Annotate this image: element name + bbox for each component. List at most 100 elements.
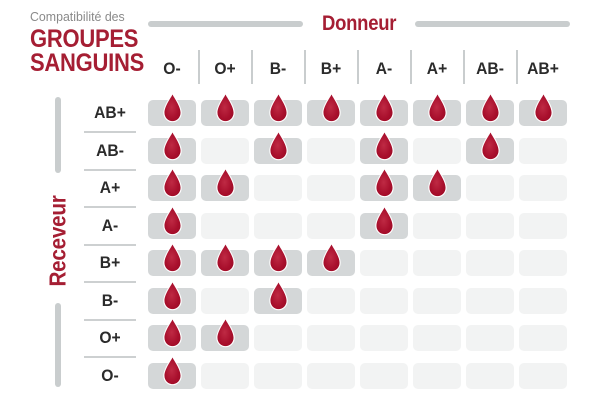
grid-cell-B+-A--empty	[360, 250, 408, 276]
chart-title-kicker: Compatibilité des	[30, 9, 125, 24]
grid-cell-A--A+-empty	[413, 212, 461, 239]
grid-cell-A+-A+-compatible	[413, 168, 461, 201]
blood-drop-icon	[321, 243, 341, 273]
grid-cell-AB+-O+-compatible	[201, 93, 249, 126]
grid-cell-A+-AB--empty	[466, 175, 514, 201]
grid-cell-A--B+-empty	[307, 212, 355, 239]
grid-cell-A+-AB+-empty	[519, 175, 567, 201]
grid-cell-B+-AB+-empty	[519, 250, 567, 276]
grid-cell-A+-B+-empty	[307, 175, 355, 201]
grid-cell-A--O--compatible	[148, 205, 196, 239]
blood-drop-icon	[374, 205, 394, 235]
column-separator	[356, 50, 359, 84]
blood-drop-icon	[427, 168, 447, 198]
recipient-rail-bottom-bar	[55, 303, 61, 387]
blood-drop-icon	[268, 243, 288, 273]
row-header-A-: A-	[101, 215, 119, 235]
blood-drop-icon	[215, 243, 235, 273]
blood-drop-icon	[162, 130, 182, 160]
blood-drop-icon	[162, 205, 182, 235]
blood-drop-icon	[215, 93, 235, 123]
column-separator	[197, 50, 200, 84]
grid-cell-A+-A--compatible	[360, 168, 408, 201]
column-separator	[250, 50, 253, 84]
grid-cell-B--AB--empty	[466, 287, 514, 314]
grid-cell-AB--O--compatible	[148, 130, 196, 164]
column-separator	[303, 50, 306, 84]
grid-cell-B--A+-empty	[413, 287, 461, 314]
row-header-O-: O-	[101, 365, 119, 385]
grid-cell-B+-O+-compatible	[201, 243, 249, 276]
grid-cell-A+-O--compatible	[148, 168, 196, 201]
blood-drop-icon	[480, 93, 500, 123]
recipient-axis-label: Receveur	[44, 195, 71, 287]
column-separator	[515, 50, 518, 84]
row-header-B-: B-	[101, 290, 119, 310]
grid-cell-AB--A+-empty	[413, 137, 461, 164]
grid-cell-AB--B+-empty	[307, 137, 355, 164]
grid-cell-AB+-AB--compatible	[466, 93, 514, 126]
grid-cell-O--B+-empty	[307, 362, 355, 389]
blood-drop-icon	[374, 130, 394, 160]
chart-title-block: Compatibilité des GROUPES SANGUINS	[30, 9, 160, 77]
column-separator	[462, 50, 465, 84]
grid-cell-AB--O+-empty	[201, 137, 249, 164]
blood-drop-icon	[162, 318, 182, 348]
grid-cell-A--A--compatible	[360, 205, 408, 239]
blood-drop-icon	[268, 130, 288, 160]
column-header-B-: B-	[269, 59, 287, 78]
grid-cell-AB+-B--compatible	[254, 93, 302, 126]
column-header-A-: A-	[375, 59, 393, 78]
column-header-O+: O+	[214, 59, 236, 78]
grid-cell-AB--B--compatible	[254, 130, 302, 164]
blood-drop-icon	[162, 280, 182, 310]
row-separator	[84, 281, 136, 283]
grid-cell-B--B+-empty	[307, 287, 355, 314]
grid-cell-AB--A--compatible	[360, 130, 408, 164]
grid-cell-B+-B--compatible	[254, 243, 302, 276]
grid-cell-B--O--compatible	[148, 280, 196, 314]
grid-cell-O--O+-empty	[201, 362, 249, 389]
grid-cell-O+-A--empty	[360, 325, 408, 351]
blood-drop-icon	[480, 130, 500, 160]
blood-drop-icon	[162, 355, 182, 385]
row-separator	[84, 243, 136, 246]
grid-cell-A--B--empty	[254, 212, 302, 239]
column-header-AB-: AB-	[476, 59, 504, 78]
blood-drop-icon	[427, 93, 447, 123]
grid-cell-O--O--compatible	[148, 355, 196, 389]
column-header-O-: O-	[163, 59, 181, 78]
chart-title-line2: SANGUINS	[30, 49, 145, 77]
column-header-A+: A+	[426, 59, 448, 78]
grid-cell-AB+-B+-compatible	[307, 93, 355, 126]
column-header-AB+: AB+	[527, 59, 559, 78]
row-header-A+: A+	[99, 178, 121, 197]
blood-drop-icon	[162, 243, 182, 273]
blood-drop-icon	[374, 93, 394, 123]
grid-cell-O--A--empty	[360, 362, 408, 389]
blood-drop-icon	[533, 93, 553, 123]
grid-cell-B+-B+-compatible	[307, 243, 355, 276]
grid-cell-O--AB+-empty	[519, 362, 567, 389]
blood-drop-icon	[374, 168, 394, 198]
row-header-AB+: AB+	[94, 103, 126, 122]
blood-drop-icon	[215, 318, 235, 348]
grid-cell-O--B--empty	[254, 362, 302, 389]
grid-cell-O+-AB--empty	[466, 325, 514, 351]
row-separator	[84, 168, 136, 171]
grid-cell-AB+-O--compatible	[148, 93, 196, 126]
row-header-AB-: AB-	[96, 140, 124, 160]
row-separator	[84, 131, 136, 133]
row-separator	[84, 356, 136, 358]
grid-cell-AB+-A--compatible	[360, 93, 408, 126]
grid-cell-B--B--compatible	[254, 280, 302, 314]
column-header-B+: B+	[320, 59, 342, 78]
grid-cell-AB--AB--compatible	[466, 130, 514, 164]
donor-axis-header: Donneur	[148, 12, 571, 36]
grid-cell-B--A--empty	[360, 287, 408, 314]
grid-cell-O+-A+-empty	[413, 325, 461, 351]
grid-cell-B--O+-empty	[201, 287, 249, 314]
grid-cell-B+-A+-empty	[413, 250, 461, 276]
grid-cell-A--O+-empty	[201, 212, 249, 239]
